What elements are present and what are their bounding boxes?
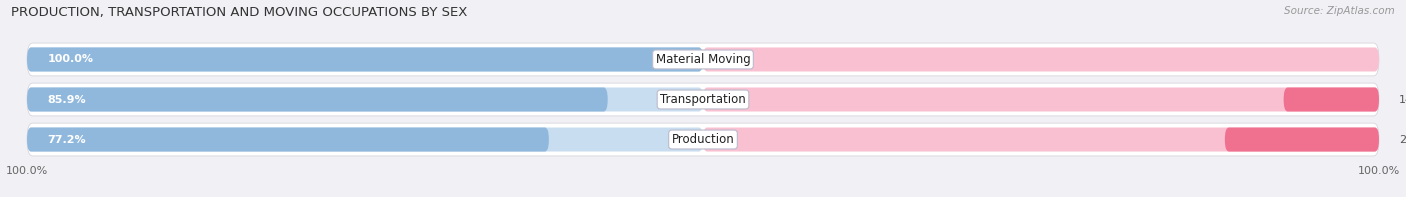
Text: Production: Production bbox=[672, 133, 734, 146]
Text: Transportation: Transportation bbox=[661, 93, 745, 106]
FancyBboxPatch shape bbox=[27, 47, 703, 72]
FancyBboxPatch shape bbox=[27, 47, 703, 72]
FancyBboxPatch shape bbox=[703, 47, 1379, 72]
Text: 100.0%: 100.0% bbox=[48, 55, 93, 64]
Text: Material Moving: Material Moving bbox=[655, 53, 751, 66]
FancyBboxPatch shape bbox=[1225, 127, 1379, 151]
Text: Source: ZipAtlas.com: Source: ZipAtlas.com bbox=[1284, 6, 1395, 16]
Text: 77.2%: 77.2% bbox=[48, 135, 86, 145]
Text: PRODUCTION, TRANSPORTATION AND MOVING OCCUPATIONS BY SEX: PRODUCTION, TRANSPORTATION AND MOVING OC… bbox=[11, 6, 468, 19]
FancyBboxPatch shape bbox=[27, 127, 548, 151]
FancyBboxPatch shape bbox=[27, 87, 703, 112]
Text: 85.9%: 85.9% bbox=[48, 95, 86, 104]
FancyBboxPatch shape bbox=[703, 87, 1379, 112]
Text: 22.8%: 22.8% bbox=[1399, 135, 1406, 145]
FancyBboxPatch shape bbox=[27, 123, 1379, 156]
FancyBboxPatch shape bbox=[27, 83, 1379, 116]
FancyBboxPatch shape bbox=[27, 43, 1379, 76]
FancyBboxPatch shape bbox=[1284, 87, 1379, 112]
FancyBboxPatch shape bbox=[27, 127, 703, 151]
Text: 14.1%: 14.1% bbox=[1399, 95, 1406, 104]
FancyBboxPatch shape bbox=[703, 127, 1379, 151]
FancyBboxPatch shape bbox=[27, 87, 607, 112]
